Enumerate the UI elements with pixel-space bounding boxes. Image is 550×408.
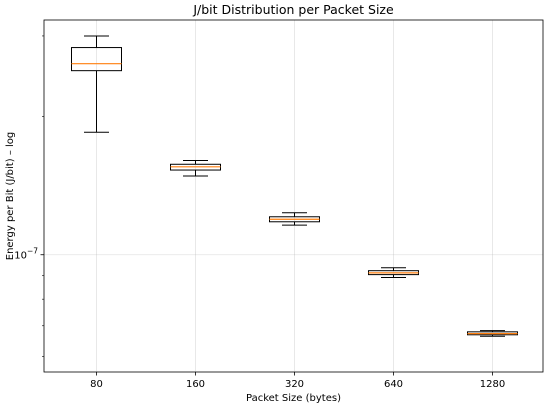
boxes bbox=[71, 35, 518, 337]
y-axis-label: Energy per Bit (J/bit) – log bbox=[5, 132, 16, 261]
x-tick-label: 160 bbox=[186, 379, 205, 390]
x-tick-label: 1280 bbox=[480, 379, 505, 390]
y-tick-label: 10−7 bbox=[14, 247, 38, 262]
x-axis-label: Packet Size (bytes) bbox=[246, 393, 341, 404]
box-160 bbox=[170, 160, 221, 177]
iqr-box bbox=[71, 47, 122, 72]
box-640 bbox=[368, 267, 419, 278]
box-80 bbox=[71, 35, 122, 133]
box-1280 bbox=[467, 330, 518, 337]
chart-title: J/bit Distribution per Packet Size bbox=[192, 2, 394, 17]
grid bbox=[44, 20, 543, 372]
box-320 bbox=[269, 212, 320, 226]
plot-frame bbox=[43, 19, 544, 373]
ticks: 80 160 320 640 1280 10−7 bbox=[14, 35, 505, 390]
x-tick-label: 640 bbox=[384, 379, 403, 390]
x-tick-label: 320 bbox=[285, 379, 304, 390]
x-tick-label: 80 bbox=[90, 379, 103, 390]
